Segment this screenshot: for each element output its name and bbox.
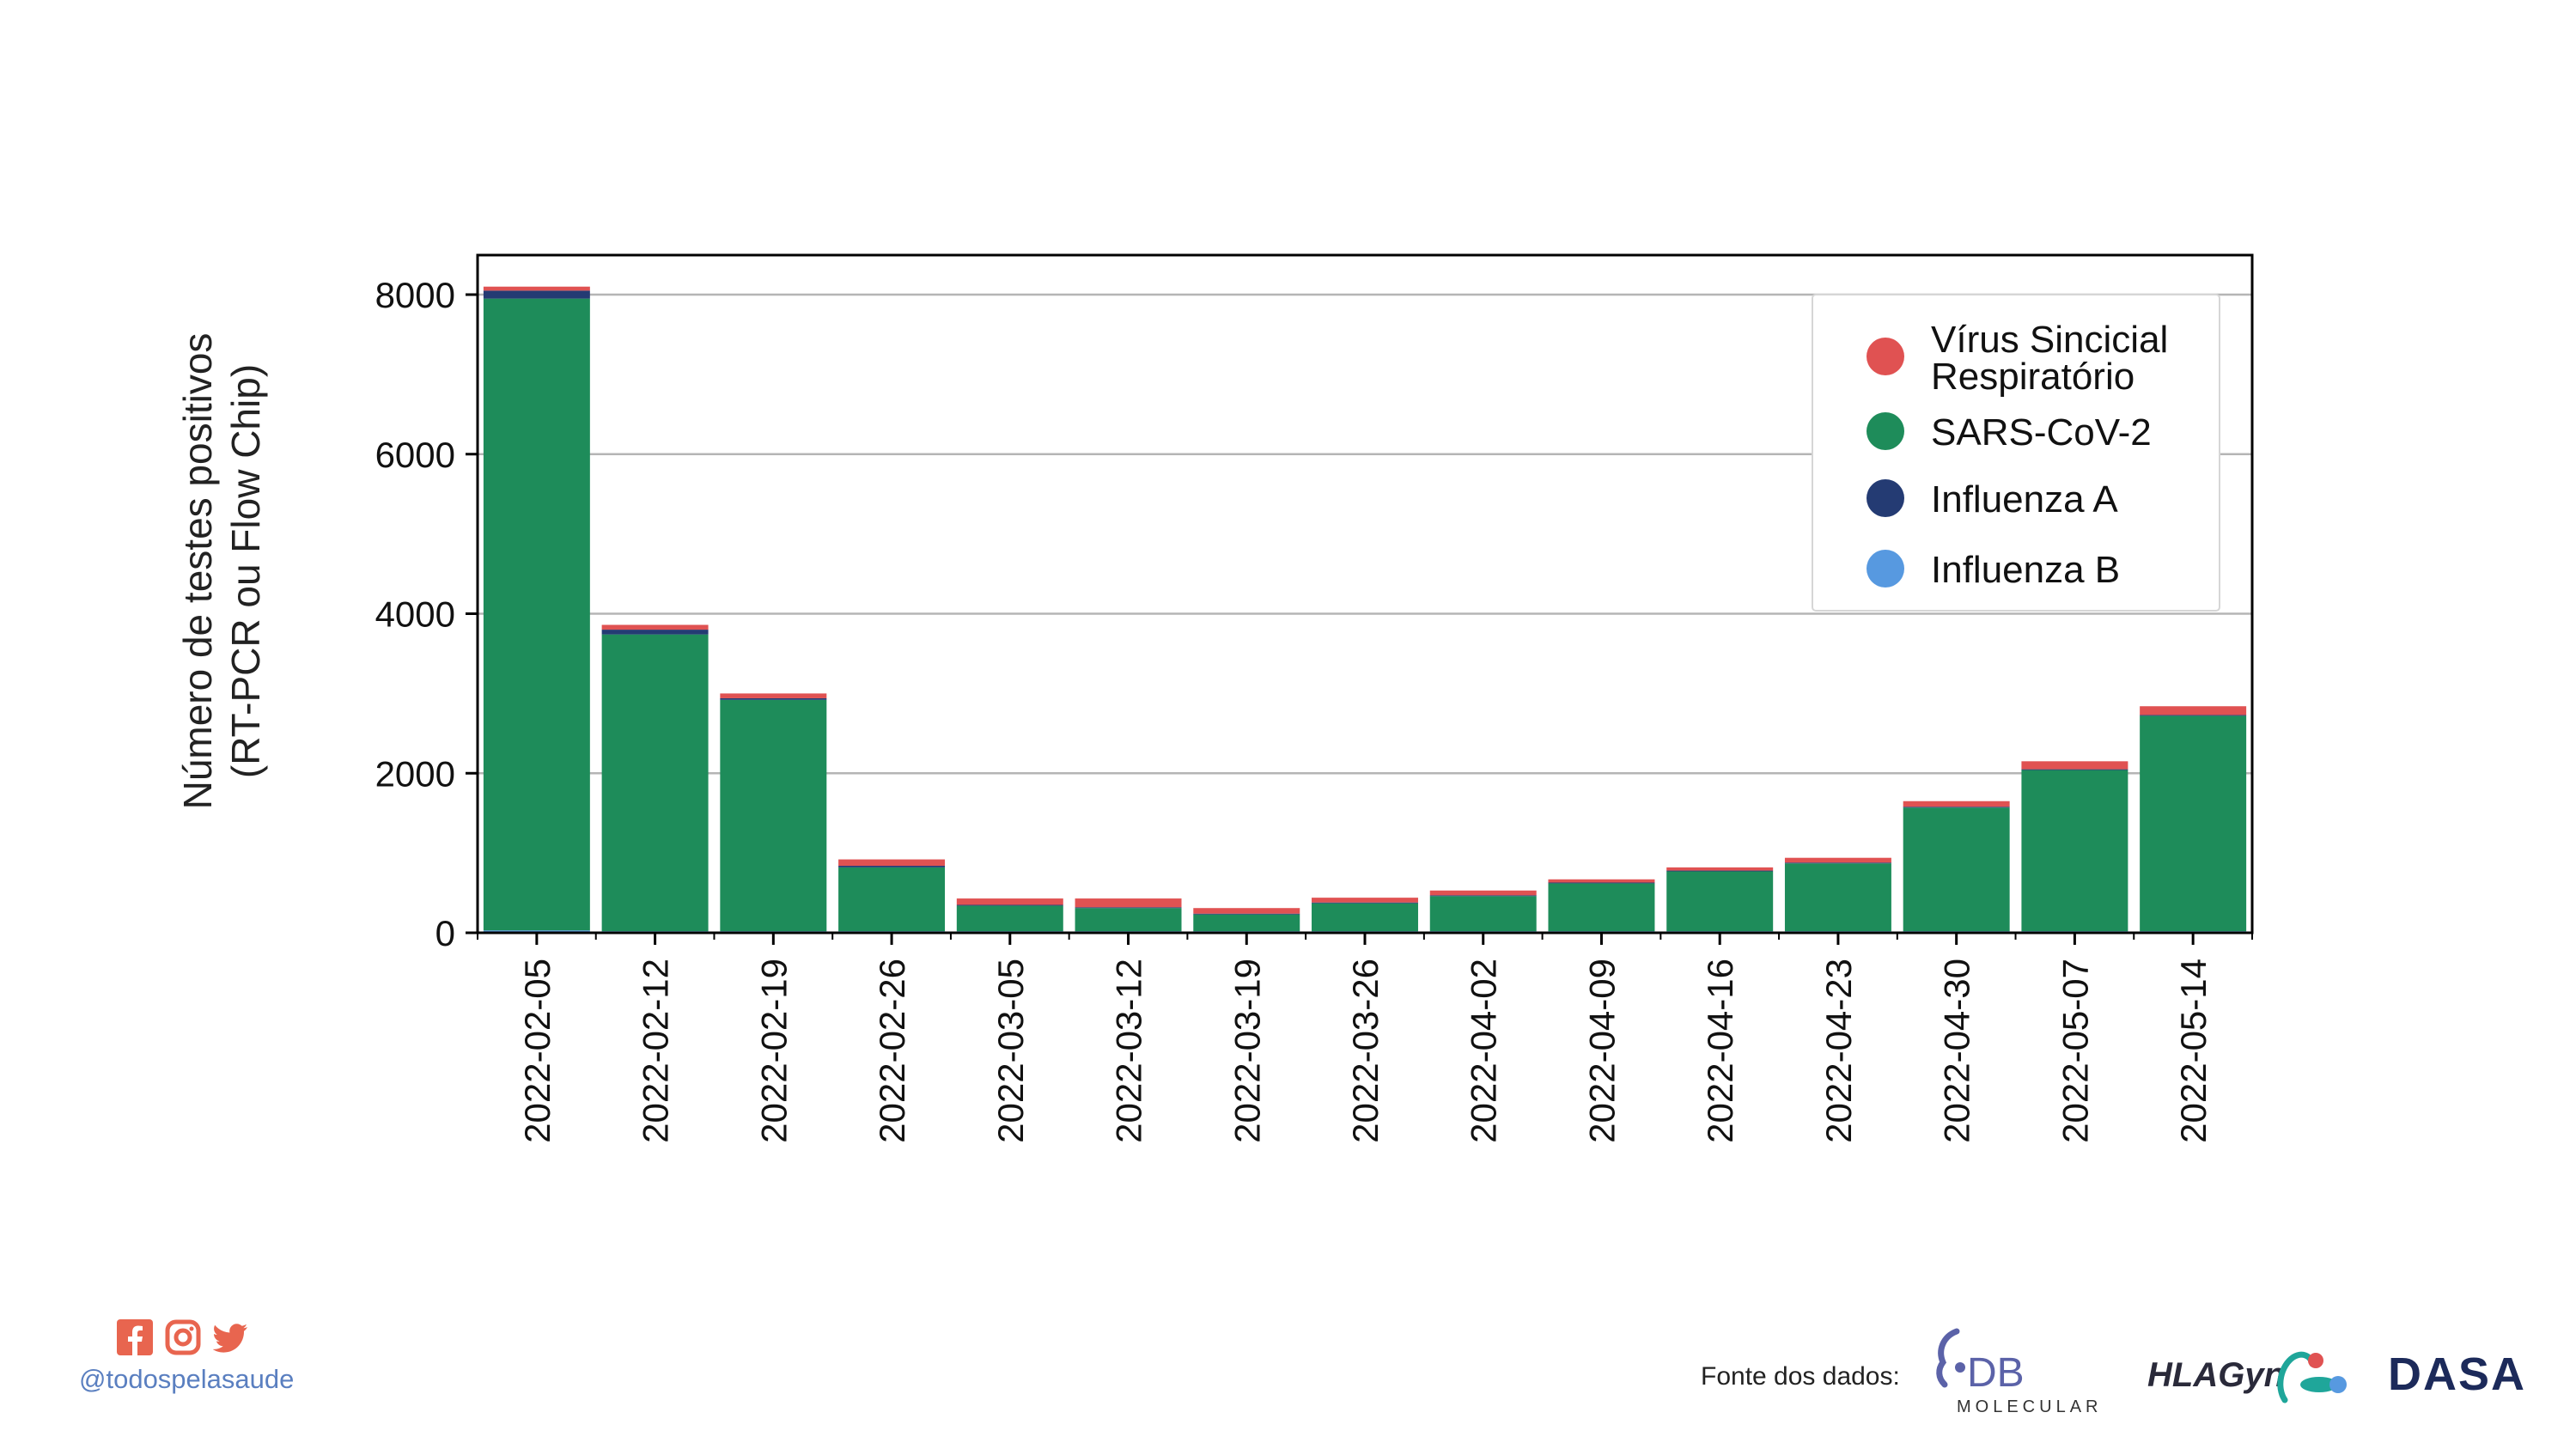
legend-box [1812, 294, 2220, 612]
bar-influenza-a-2022-03-26 [1312, 902, 1418, 904]
bar-influenza-a-2022-02-05 [483, 290, 590, 299]
bar-v-rus-sincicial-respirat-rio-2022-03-05 [956, 898, 1063, 905]
bar-sars-cov-2-2022-02-26 [838, 867, 946, 932]
social-handle[interactable]: @todospelasaude [79, 1364, 295, 1394]
x-tick-label: 2022-04-16 [1700, 959, 1740, 1143]
bar-influenza-a-2022-03-19 [1193, 913, 1300, 915]
dasa-logo: DASA [2388, 1349, 2534, 1404]
legend-marker [1867, 412, 1904, 450]
bar-sars-cov-2-2022-03-12 [1075, 908, 1182, 932]
bar-v-rus-sincicial-respirat-rio-2022-04-23 [1784, 857, 1891, 863]
x-tick-label: 2022-03-26 [1345, 959, 1385, 1143]
hlagyn-logo-text: HLAGyn [2147, 1356, 2285, 1394]
bar-sars-cov-2-2022-04-02 [1429, 896, 1537, 932]
legend-marker [1867, 550, 1904, 588]
dasa-logo-text: DASA [2388, 1349, 2526, 1400]
legend-label: SARS-CoV-2 [1931, 411, 2152, 454]
bar-influenza-a-2022-02-12 [601, 630, 709, 635]
db-logo-small: MOLECULAR [1957, 1397, 2102, 1416]
bar-v-rus-sincicial-respirat-rio-2022-03-12 [1075, 898, 1182, 908]
bar-sars-cov-2-2022-02-19 [720, 699, 827, 932]
bar-v-rus-sincicial-respirat-rio-2022-03-26 [1312, 898, 1418, 903]
bar-v-rus-sincicial-respirat-rio-2022-02-19 [720, 693, 827, 698]
x-tick-label: 2022-02-26 [872, 959, 912, 1143]
bar-sars-cov-2-2022-04-16 [1666, 871, 1774, 932]
x-tick-label: 2022-05-14 [2173, 959, 2214, 1143]
bar-sars-cov-2-2022-04-30 [1903, 807, 2010, 932]
bar-v-rus-sincicial-respirat-rio-2022-04-02 [1429, 890, 1537, 896]
y-tick-label: 0 [435, 913, 455, 953]
twitter-icon[interactable] [212, 1319, 249, 1355]
y-axis-label-line-1: Número de testes positivos [175, 333, 220, 810]
data-source: Fonte dos dados: DB MOLECULAR HLAGyn DAS… [1701, 1288, 2560, 1426]
bar-sars-cov-2-2022-04-23 [1784, 863, 1891, 932]
y-tick-label: 4000 [375, 594, 455, 635]
bar-sars-cov-2-2022-05-14 [2140, 715, 2247, 932]
x-tick-label: 2022-04-30 [1937, 959, 1977, 1143]
bar-v-rus-sincicial-respirat-rio-2022-04-16 [1666, 867, 1774, 871]
x-tick-label: 2022-04-09 [1581, 959, 1622, 1143]
bar-v-rus-sincicial-respirat-rio-2022-04-30 [1903, 801, 2010, 807]
y-tick-label: 6000 [375, 435, 455, 475]
x-tick-label: 2022-02-19 [753, 959, 794, 1143]
facebook-icon[interactable] [117, 1319, 153, 1355]
bar-sars-cov-2-2022-02-05 [483, 298, 590, 931]
social-icons [117, 1319, 311, 1355]
bar-influenza-a-2022-02-19 [720, 697, 827, 700]
x-axis: 2022-02-05 2022-02-12 2022-02-19 2022-02-26… [477, 933, 2253, 1143]
bar-sars-cov-2-2022-03-26 [1312, 903, 1418, 932]
x-tick-label: 2022-04-23 [1818, 959, 1859, 1143]
db-logo-big: DB [1967, 1350, 2025, 1396]
bar-sars-cov-2-2022-05-07 [2021, 770, 2128, 932]
x-tick-label: 2022-03-12 [1109, 959, 1149, 1143]
bar-influenza-a-2022-04-23 [1784, 862, 1891, 864]
bar-v-rus-sincicial-respirat-rio-2022-02-05 [483, 286, 590, 291]
bars [483, 286, 2247, 933]
legend-label: Influenza B [1931, 549, 2120, 591]
social-block: @todospelasaude [79, 1319, 311, 1395]
bar-v-rus-sincicial-respirat-rio-2022-02-12 [601, 624, 709, 630]
bar-influenza-a-2022-04-09 [1548, 882, 1655, 884]
y-tick-label: 2000 [375, 753, 455, 794]
source-label: Fonte dos dados: [1701, 1362, 1900, 1391]
bar-influenza-a-2022-03-12 [1075, 907, 1182, 909]
bar-v-rus-sincicial-respirat-rio-2022-03-19 [1193, 908, 1300, 914]
bar-sars-cov-2-2022-03-05 [956, 905, 1063, 932]
x-tick-label: 2022-02-12 [636, 959, 676, 1143]
db-molecular-logo: DB MOLECULAR [1931, 1324, 2128, 1423]
x-tick-label: 2022-04-02 [1464, 959, 1504, 1143]
bar-sars-cov-2-2022-03-19 [1193, 914, 1300, 932]
y-axis: 0 2000 4000 6000 8000 [375, 275, 478, 953]
bar-v-rus-sincicial-respirat-rio-2022-05-14 [2140, 706, 2247, 715]
legend-marker [1867, 338, 1904, 375]
bar-influenza-a-2022-04-02 [1429, 895, 1537, 897]
bar-v-rus-sincicial-respirat-rio-2022-05-07 [2021, 761, 2128, 770]
x-tick-label: 2022-05-07 [2055, 959, 2095, 1143]
bar-influenza-a-2022-02-26 [838, 865, 946, 868]
x-tick-label: 2022-03-19 [1227, 959, 1267, 1143]
legend-label: Influenza A [1931, 478, 2118, 521]
bar-sars-cov-2-2022-04-09 [1548, 883, 1655, 932]
legend-label-line-1: Vírus Sincicial [1931, 319, 2168, 361]
legend-marker [1867, 479, 1904, 517]
y-axis-label-line-2: (RT-PCR ou Flow Chip) [223, 364, 268, 778]
hlagyn-logo: HLAGyn [2147, 1340, 2362, 1413]
bar-sars-cov-2-2022-02-12 [601, 634, 709, 932]
instagram-icon[interactable] [165, 1319, 201, 1355]
x-tick-label: 2022-02-05 [517, 959, 557, 1143]
bar-influenza-a-2022-03-05 [956, 904, 1063, 906]
bar-influenza-a-2022-04-16 [1666, 870, 1774, 872]
bar-v-rus-sincicial-respirat-rio-2022-02-26 [838, 859, 946, 866]
x-tick-label: 2022-03-05 [990, 959, 1031, 1143]
y-tick-label: 8000 [375, 275, 455, 315]
legend-label-line-2: Respiratório [1931, 356, 2134, 398]
bar-v-rus-sincicial-respirat-rio-2022-04-09 [1548, 879, 1655, 883]
